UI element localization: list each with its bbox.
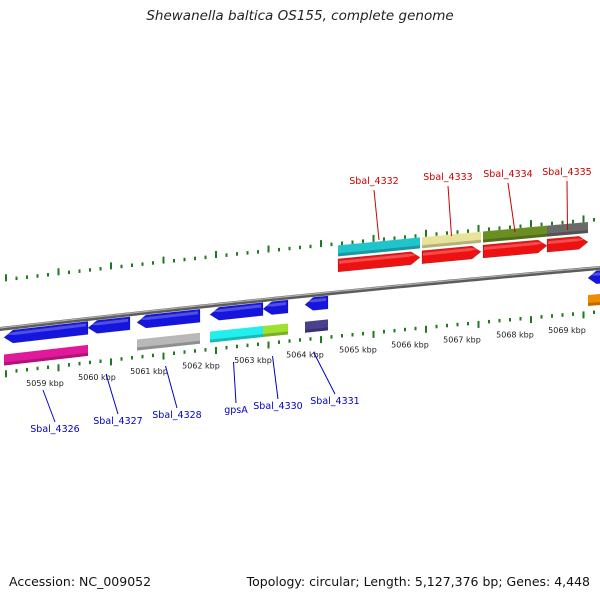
label-leader-line [313,351,336,395]
scale-label: 5060 kbp [78,373,116,382]
scale-label: 5069 kbp [548,326,586,335]
label-leader-line [165,365,178,409]
product-bar-shade [210,334,263,343]
product-bar-shade [547,230,588,237]
product-bar-shade [422,239,481,249]
cds-arrow [262,299,289,315]
label-leader-line [447,185,452,237]
gene-label: Sbal_4328 [152,410,201,421]
scale-label: 5065 kbp [339,345,377,354]
label-leader-lines [42,180,568,423]
cds-arrow-gloss [423,248,479,256]
gene-label: Sbal_4326 [30,424,79,435]
cds-arrow-gloss [589,272,600,276]
cds-arrow [337,251,421,273]
cds-arrow-gloss [89,318,128,326]
label-leader-line [272,355,279,400]
gene-label: Sbal_4335 [542,167,591,178]
accession-text: Accession: NC_009052 [9,574,152,589]
cds-arrow-gloss [548,238,586,245]
label-leader-line [566,180,568,231]
tick-marks [5,215,595,378]
cds-arrow-gloss [264,302,286,307]
product-bar [210,326,263,343]
product-bar-shade [4,352,88,366]
scale-label: 5063 kbp [234,356,272,365]
cds-arrow [304,295,329,311]
scale-label: 5067 kbp [443,335,481,344]
gene-label: Sbal_4334 [483,169,532,180]
cds-arrow-gloss [339,253,418,264]
product-bar-shade [263,331,288,337]
gene-label: Sbal_4331 [310,396,359,407]
cds-arrow [421,245,482,265]
scale-label: 5068 kbp [496,331,534,340]
scale-labels: 5059 kbp 5060 kbp 5061 kbp 5062 kbp 5063 kbp… [26,326,586,388]
cds-arrow-gloss [5,323,86,335]
product-bar [588,293,600,306]
cds-arrow [87,316,131,334]
genome-summary-text: Topology: circular; Length: 5,127,376 bp… [246,574,590,589]
label-leader-line [373,189,380,241]
scale-label: 5062 kbp [182,362,220,371]
cds-arrow [587,270,600,285]
label-leader-line [233,361,237,404]
product-bar-shade [588,301,600,306]
product-bar-shade [338,245,420,257]
gene-label: Sbal_4327 [93,416,142,427]
product-bar-shade [137,340,200,351]
gene-labels: Sbal_4326 Sbal_4327 Sbal_4328 gpsA Sbal_4330… [30,167,591,435]
cds-arrow [546,235,589,253]
genome-backbone [0,265,600,332]
gene-label: gpsA [224,405,248,416]
label-leader-line [507,182,516,233]
product-bar [483,225,547,243]
scale-label: 5061 kbp [130,367,168,376]
scale-label: 5059 kbp [26,379,64,388]
cds-arrow-gloss [211,304,261,313]
product-bar [4,344,88,366]
gene-label: Sbal_4332 [349,176,398,187]
label-leader-line [42,389,56,423]
product-bars [4,222,600,366]
gene-label: Sbal_4330 [253,401,302,412]
cds-arrow-gloss [484,242,545,250]
cds-arrow-gloss [138,311,198,320]
backbone-line [0,265,600,332]
product-bar [422,231,481,249]
scale-label: 5064 kbp [286,351,324,360]
scale-label: 5066 kbp [391,340,429,349]
cds-arrows [3,235,600,344]
cds-arrow [136,308,201,329]
gene-label: Sbal_4333 [423,172,472,183]
product-bar [338,237,420,257]
label-leader-line [105,373,119,415]
product-bar [137,332,200,351]
cds-arrow-gloss [306,297,326,303]
product-bar [305,319,328,333]
product-bar [263,323,288,337]
product-bar-shade [483,233,547,243]
backbone-highlight [0,266,600,329]
cds-arrow [482,239,548,259]
map-title: Shewanella baltica OS155, complete genom… [146,8,454,24]
product-bar-shade [305,327,328,333]
